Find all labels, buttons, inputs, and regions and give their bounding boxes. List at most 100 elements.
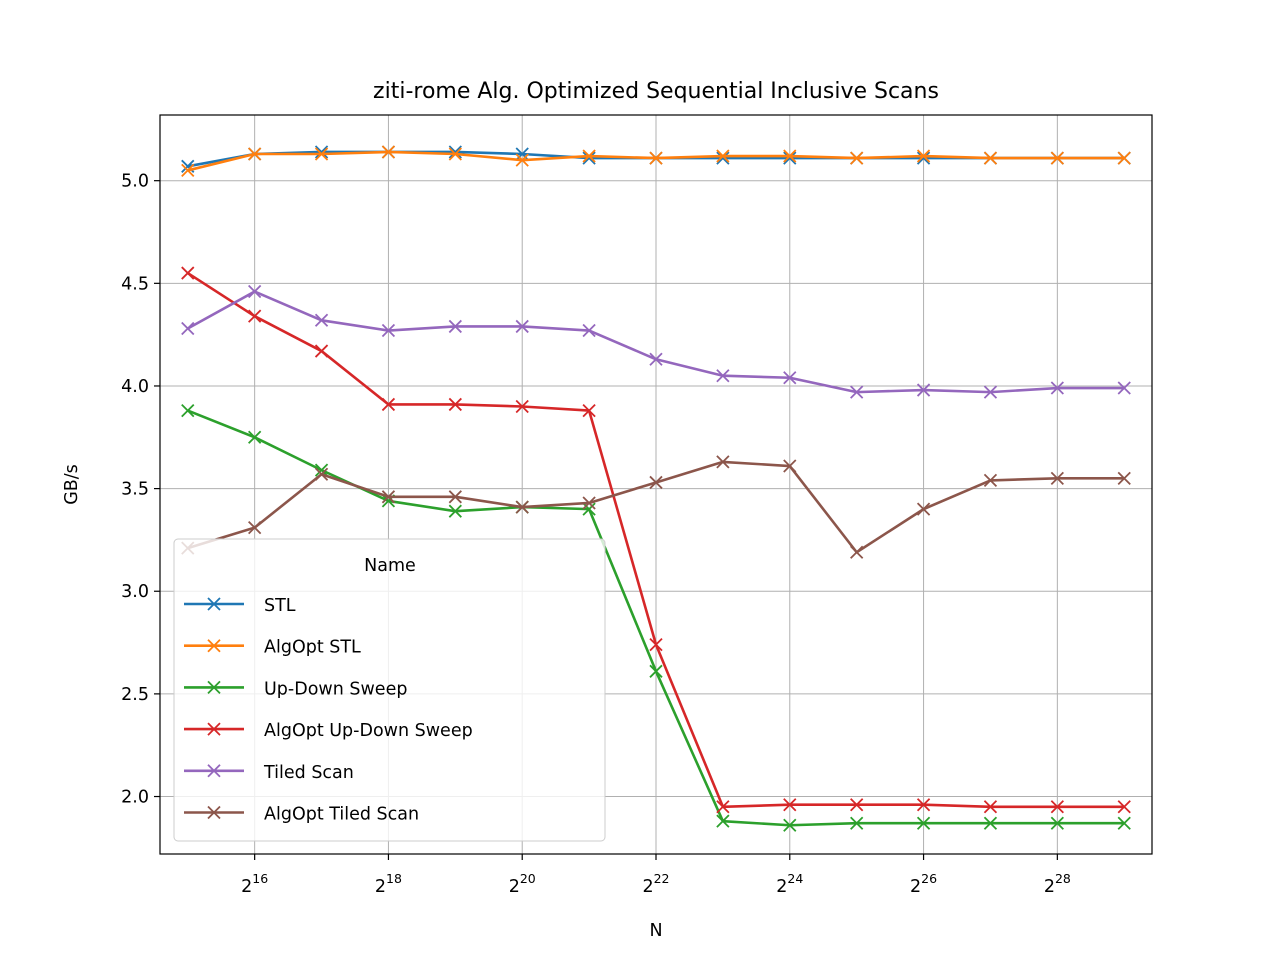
data-point	[783, 149, 797, 163]
series-3	[181, 266, 1131, 814]
data-point	[649, 475, 663, 490]
data-point	[582, 151, 596, 165]
data-point	[448, 319, 462, 334]
legend-item: Up-Down Sweep	[184, 679, 407, 699]
x-tick-label: 220	[509, 871, 536, 897]
series-5	[181, 455, 1131, 559]
data-point	[983, 385, 998, 399]
data-point	[850, 385, 864, 399]
data-point	[716, 800, 730, 814]
x-tick-label: 228	[1044, 871, 1071, 897]
data-point	[381, 145, 396, 159]
data-point	[1117, 151, 1131, 165]
data-point	[916, 151, 931, 165]
data-point	[314, 313, 329, 327]
data-point	[983, 816, 998, 830]
legend-swatch-marker	[207, 639, 221, 653]
x-axis-label: N	[649, 921, 662, 941]
x-tick-label: 218	[375, 871, 402, 897]
data-point	[850, 545, 864, 559]
y-tick-label: 4.0	[121, 377, 149, 397]
legend-title: Name	[364, 556, 416, 576]
data-point	[515, 153, 529, 167]
data-point	[716, 369, 730, 383]
data-point	[314, 467, 329, 481]
series-1	[181, 145, 1131, 178]
data-point	[649, 352, 663, 366]
data-point	[1117, 800, 1131, 814]
data-point	[448, 490, 462, 504]
y-tick-label: 5.0	[121, 172, 149, 192]
chart-title: ziti-rome Alg. Optimized Sequential Incl…	[373, 79, 939, 104]
data-point	[381, 490, 396, 504]
data-point	[983, 800, 998, 814]
data-point	[716, 151, 730, 165]
data-point	[515, 147, 529, 161]
data-point	[515, 399, 529, 414]
series-layer	[181, 145, 1131, 832]
legend-swatch-marker	[207, 805, 221, 820]
data-point	[248, 430, 262, 444]
y-tick-label: 3.0	[121, 582, 149, 602]
data-point	[783, 151, 797, 165]
data-point	[582, 403, 596, 418]
legend-swatch-marker	[207, 680, 221, 695]
legend-items: STL AlgOpt STL Up-Down Sweep AlgOpt Up-Down…	[184, 596, 473, 825]
legend-label: AlgOpt STL	[264, 638, 361, 658]
legend-swatch-marker	[207, 722, 221, 736]
data-point	[248, 284, 262, 299]
legend-label: Tiled Scan	[263, 763, 354, 783]
data-point	[1117, 471, 1131, 485]
data-point	[649, 664, 663, 678]
y-tick-label: 2.0	[121, 788, 149, 808]
data-point	[850, 151, 864, 165]
data-point	[248, 147, 262, 161]
data-point	[582, 323, 596, 338]
legend-swatch-marker	[207, 597, 221, 611]
data-point	[783, 818, 797, 832]
data-point	[1050, 381, 1064, 395]
ticks-layer: 216 218 220 222 224 226 228 2.0 2.5 3.0 3.5 4.0 4.5 5…	[121, 172, 1071, 897]
data-point	[916, 502, 931, 516]
data-point	[515, 500, 529, 514]
series-2	[181, 403, 1131, 832]
data-point	[783, 459, 797, 473]
data-point	[783, 371, 797, 385]
legend-swatch-marker	[207, 764, 221, 778]
data-point	[916, 816, 931, 830]
y-tick-label: 2.5	[121, 685, 149, 705]
legend-item: STL	[184, 596, 296, 616]
x-tick-label: 222	[642, 871, 669, 897]
data-point	[582, 502, 596, 516]
x-tick-label: 224	[776, 871, 803, 897]
legend-item: AlgOpt Up-Down Sweep	[184, 721, 473, 741]
data-point	[916, 798, 931, 812]
data-point	[649, 637, 663, 652]
data-point	[983, 473, 998, 488]
legend-label: AlgOpt Tiled Scan	[264, 805, 419, 825]
x-tick-label: 226	[910, 871, 937, 897]
data-point	[1117, 816, 1131, 830]
data-point	[1050, 471, 1064, 485]
data-point	[716, 814, 730, 828]
data-point	[716, 149, 730, 163]
data-point	[716, 455, 730, 469]
data-point	[181, 163, 195, 178]
data-point	[916, 149, 931, 163]
data-point	[314, 147, 329, 161]
data-point	[381, 323, 396, 338]
legend-label: STL	[264, 596, 296, 616]
data-point	[783, 798, 797, 812]
legend: Name STL AlgOpt STL Up-Down Sweep AlgOpt Up…	[173, 538, 606, 842]
data-point	[649, 151, 663, 165]
legend-item: Tiled Scan	[184, 763, 354, 783]
data-point	[314, 463, 329, 477]
y-tick-label: 3.5	[121, 480, 149, 500]
data-point	[181, 266, 195, 280]
data-point	[181, 403, 195, 418]
data-point	[381, 397, 396, 412]
legend-box	[173, 538, 606, 842]
data-point	[983, 151, 998, 165]
legend-item: AlgOpt Tiled Scan	[184, 805, 419, 825]
